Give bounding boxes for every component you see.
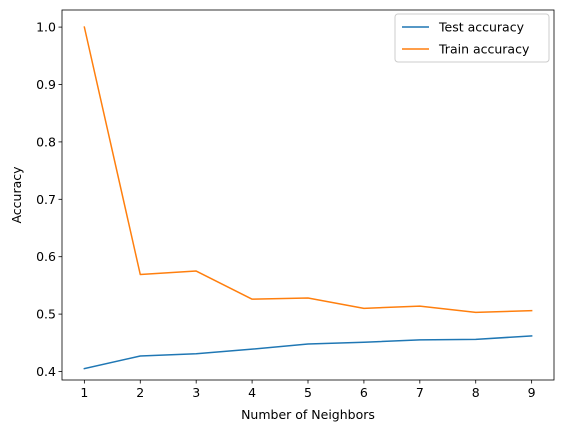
y-tick-label: 0.4 <box>36 364 56 379</box>
y-tick-label: 0.7 <box>36 192 56 207</box>
series-layer <box>83 26 533 370</box>
series-line-2 <box>83 26 533 314</box>
y-tick-label: 0.5 <box>36 307 56 322</box>
x-tick-label: 7 <box>416 385 424 400</box>
y-tick-label: 0.6 <box>36 249 56 264</box>
x-tick-label: 8 <box>472 385 480 400</box>
x-tick-label: 6 <box>360 385 368 400</box>
legend-label-2: Train accuracy <box>438 42 530 57</box>
x-tick-label: 1 <box>80 385 88 400</box>
legend-label-1: Test accuracy <box>438 20 525 35</box>
x-tick-label: 4 <box>248 385 256 400</box>
x-tick-label: 5 <box>304 385 312 400</box>
y-tick-label: 0.9 <box>36 77 56 92</box>
series-line-1 <box>83 335 533 370</box>
x-axis-label: Number of Neighbors <box>241 407 375 422</box>
x-axis-ticks: 1 2 3 4 5 6 7 8 9 <box>80 380 536 400</box>
plot-area <box>61 9 555 381</box>
legend: Test accuracy Train accuracy <box>394 13 550 63</box>
x-tick-label: 2 <box>136 385 144 400</box>
y-axis-ticks: 0.4 0.5 0.6 0.7 0.8 0.9 1.0 <box>36 20 62 379</box>
y-tick-label: 1.0 <box>36 20 56 35</box>
y-tick-label: 0.8 <box>36 134 56 149</box>
y-axis-label: Accuracy <box>9 166 24 224</box>
axes-background <box>62 10 554 380</box>
x-tick-label: 3 <box>192 385 200 400</box>
x-tick-label: 9 <box>528 385 536 400</box>
legend-frame <box>394 13 550 63</box>
